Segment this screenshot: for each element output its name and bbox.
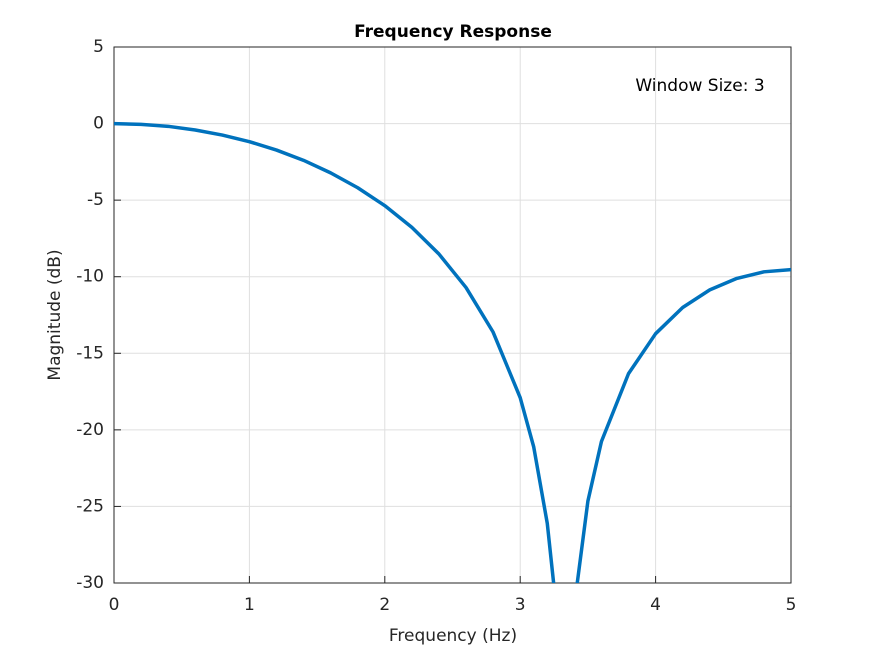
y-tick-label: -30 [76,573,104,593]
y-tick-label: -20 [76,420,104,440]
chart-title: Frequency Response [354,22,552,42]
x-tick-label: 2 [379,595,390,615]
x-tick-label: 3 [515,595,526,615]
y-tick-label: -25 [76,496,104,516]
x-tick-label: 4 [650,595,661,615]
x-axis-label: Frequency (Hz) [389,626,517,646]
y-tick-label: 5 [93,37,104,57]
x-tick-label: 5 [786,595,797,615]
axes-box [113,46,792,584]
line [114,121,791,583]
y-tick-label: -15 [76,343,104,363]
y-axis-label: Magnitude (dB) [45,249,65,380]
x-tick-label: 0 [109,595,120,615]
y-tick-label: -10 [76,267,104,287]
x-tick-label: 1 [244,595,255,615]
annotation: Window Size: 3 [635,76,764,96]
plot-area [114,47,791,583]
y-tick-label: 0 [93,114,104,134]
y-tick-label: -5 [87,190,104,210]
